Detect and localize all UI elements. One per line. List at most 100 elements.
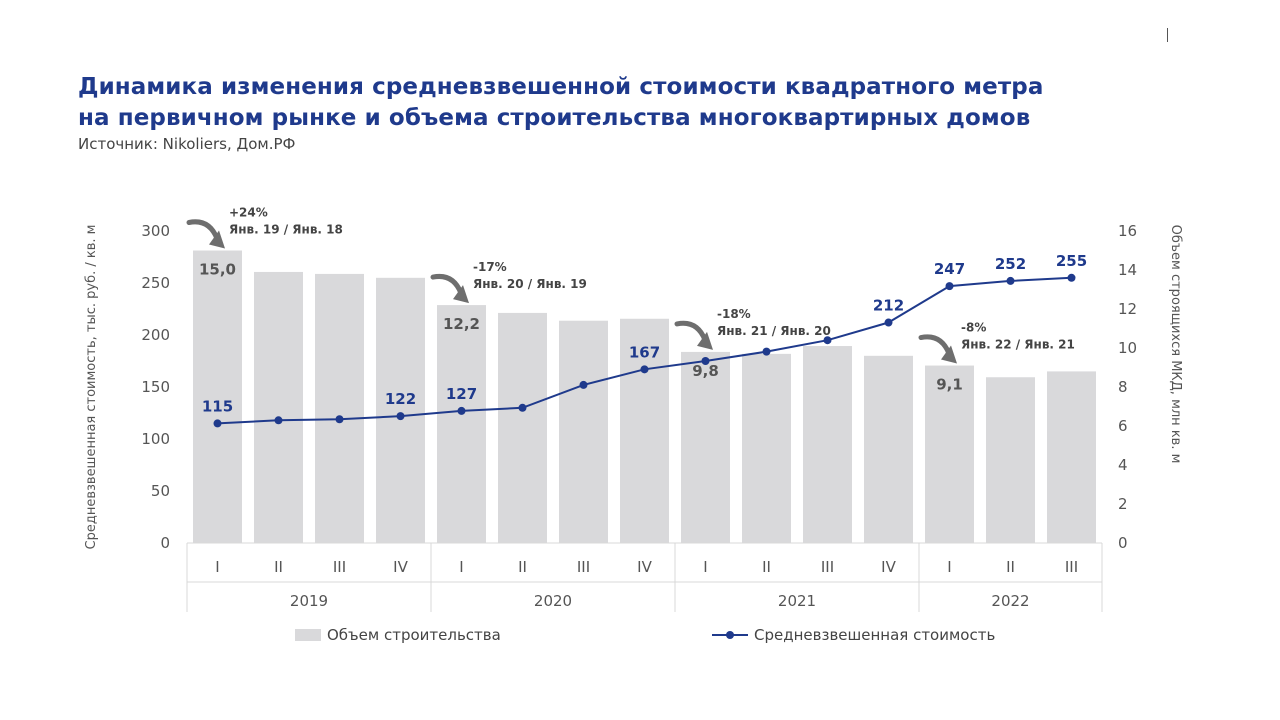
x-year-label: 2022	[991, 592, 1029, 610]
line-point	[1006, 276, 1015, 285]
line-point	[213, 419, 222, 428]
bar-data-label: 15,0	[199, 261, 236, 279]
x-tick-label: III	[577, 558, 590, 576]
x-tick-label: IV	[393, 558, 408, 576]
x-tick-label: IV	[881, 558, 896, 576]
y-right-axis-title: Объем строящихся МКД, млн кв. м	[1168, 225, 1183, 464]
bar	[864, 355, 913, 543]
annotation-arrow	[674, 320, 708, 343]
title-line-1: Динамика изменения средневзвешенной стои…	[78, 74, 1044, 100]
x-tick-label: III	[821, 558, 834, 576]
bar	[254, 271, 303, 543]
annotation-percent: -17%	[473, 260, 507, 274]
y-left-tick-label: 0	[160, 534, 170, 552]
line-point	[457, 406, 466, 415]
annotation-percent: -8%	[961, 321, 986, 335]
bar	[925, 365, 974, 543]
x-tick-label: II	[1006, 558, 1015, 576]
x-tick-label: II	[762, 558, 771, 576]
bar	[376, 277, 425, 543]
bar-data-label: 12,2	[443, 315, 480, 333]
source-note: Источник: Nikoliers, Дом.РФ	[78, 135, 296, 153]
line-point	[335, 415, 344, 424]
line-data-label: 122	[385, 390, 416, 408]
line-data-label: 247	[934, 260, 965, 278]
y-left-tick-label: 50	[151, 482, 170, 500]
y-right-tick-label: 14	[1118, 261, 1137, 279]
x-tick-label: I	[459, 558, 463, 576]
line-point	[884, 318, 893, 327]
line-point	[518, 403, 527, 412]
line-data-label: 127	[446, 385, 477, 403]
y-right-tick-label: 2	[1118, 495, 1128, 513]
line-data-label: 167	[629, 343, 660, 361]
line-point	[945, 282, 954, 291]
bar	[1047, 371, 1096, 543]
y-right-tick-label: 0	[1118, 534, 1128, 552]
line-data-label: 115	[202, 397, 233, 415]
line-point	[274, 416, 283, 425]
y-right-tick-label: 6	[1118, 417, 1128, 435]
x-year-label: 2020	[534, 592, 572, 610]
x-tick-label: III	[1065, 558, 1078, 576]
bar-data-label: 9,1	[936, 376, 963, 394]
bar	[681, 351, 730, 543]
bar	[437, 305, 486, 543]
title-line-2: на первичном рынке и объема строительств…	[78, 105, 1031, 131]
bar	[498, 312, 547, 543]
legend-line-swatch	[712, 629, 748, 641]
annotation-arrowhead	[209, 230, 225, 249]
annotation-text: Янв. 22 / Янв. 21	[961, 338, 1075, 352]
line-layer	[213, 273, 1076, 428]
y-left-tick-label: 150	[141, 378, 170, 396]
annotation-percent: -18%	[717, 307, 751, 321]
legend-bars-label: Объем строительства	[327, 626, 501, 644]
y-right-tick-label: 10	[1118, 339, 1137, 357]
corner-divider	[1167, 28, 1168, 42]
x-tick-label: III	[333, 558, 346, 576]
line-data-label: 212	[873, 297, 904, 315]
y-left-tick-label: 250	[141, 274, 170, 292]
bar	[315, 273, 364, 543]
line-point	[640, 365, 649, 374]
x-tick-label: I	[947, 558, 951, 576]
y-right-tick-label: 12	[1118, 300, 1137, 318]
bar-data-label: 9,8	[692, 362, 719, 380]
line-data-label: 255	[1056, 252, 1087, 270]
x-tick-label: I	[703, 558, 707, 576]
line-point	[396, 412, 405, 421]
bar	[559, 320, 608, 543]
y-right-tick-label: 8	[1118, 378, 1128, 396]
x-tick-label: IV	[637, 558, 652, 576]
annotations-layer: +24% Янв. 19 / Янв. 18 -17% Янв. 20 / Янв. …	[186, 206, 1075, 364]
y-right-tick-label: 4	[1118, 456, 1128, 474]
line-point	[823, 336, 832, 345]
legend-bar-swatch	[295, 629, 321, 641]
x-year-label: 2019	[290, 592, 328, 610]
annotation-arrow	[186, 219, 220, 241]
y-left-axis-title: Средневзвешенная стоимость, тыс. руб. / …	[84, 225, 99, 550]
axes-layer: 0 50 100 150 200 250 300 0 2 4 6 8 10 12 14 16 Средневзв…	[84, 222, 1183, 612]
annotation-percent: +24%	[229, 206, 268, 220]
legend-line: Средневзвешенная стоимость	[712, 626, 995, 644]
annotation-arrowhead	[697, 331, 713, 350]
bar	[803, 346, 852, 543]
annotation-arrow	[430, 273, 464, 296]
annotation-text: Янв. 21 / Янв. 20	[717, 324, 831, 338]
annotation-text: Янв. 20 / Янв. 19	[473, 277, 587, 291]
y-left-tick-label: 100	[141, 430, 170, 448]
x-tick-label: II	[518, 558, 527, 576]
line-point	[762, 347, 771, 356]
bar	[620, 318, 669, 543]
y-left-tick-label: 300	[141, 222, 170, 240]
x-tick-label: I	[215, 558, 219, 576]
labels-layer: 15,0 12,2 9,8 9,1 115 122 127 167 212 247 252 255	[199, 252, 1087, 416]
x-year-label: 2021	[778, 592, 816, 610]
line-data-label: 252	[995, 255, 1026, 273]
annotation-arrowhead	[453, 285, 469, 304]
bars-layer	[193, 250, 1096, 543]
y-left-tick-label: 200	[141, 326, 170, 344]
annotation-text: Янв. 19 / Янв. 18	[229, 223, 343, 237]
legend-line-label: Средневзвешенная стоимость	[754, 626, 996, 644]
